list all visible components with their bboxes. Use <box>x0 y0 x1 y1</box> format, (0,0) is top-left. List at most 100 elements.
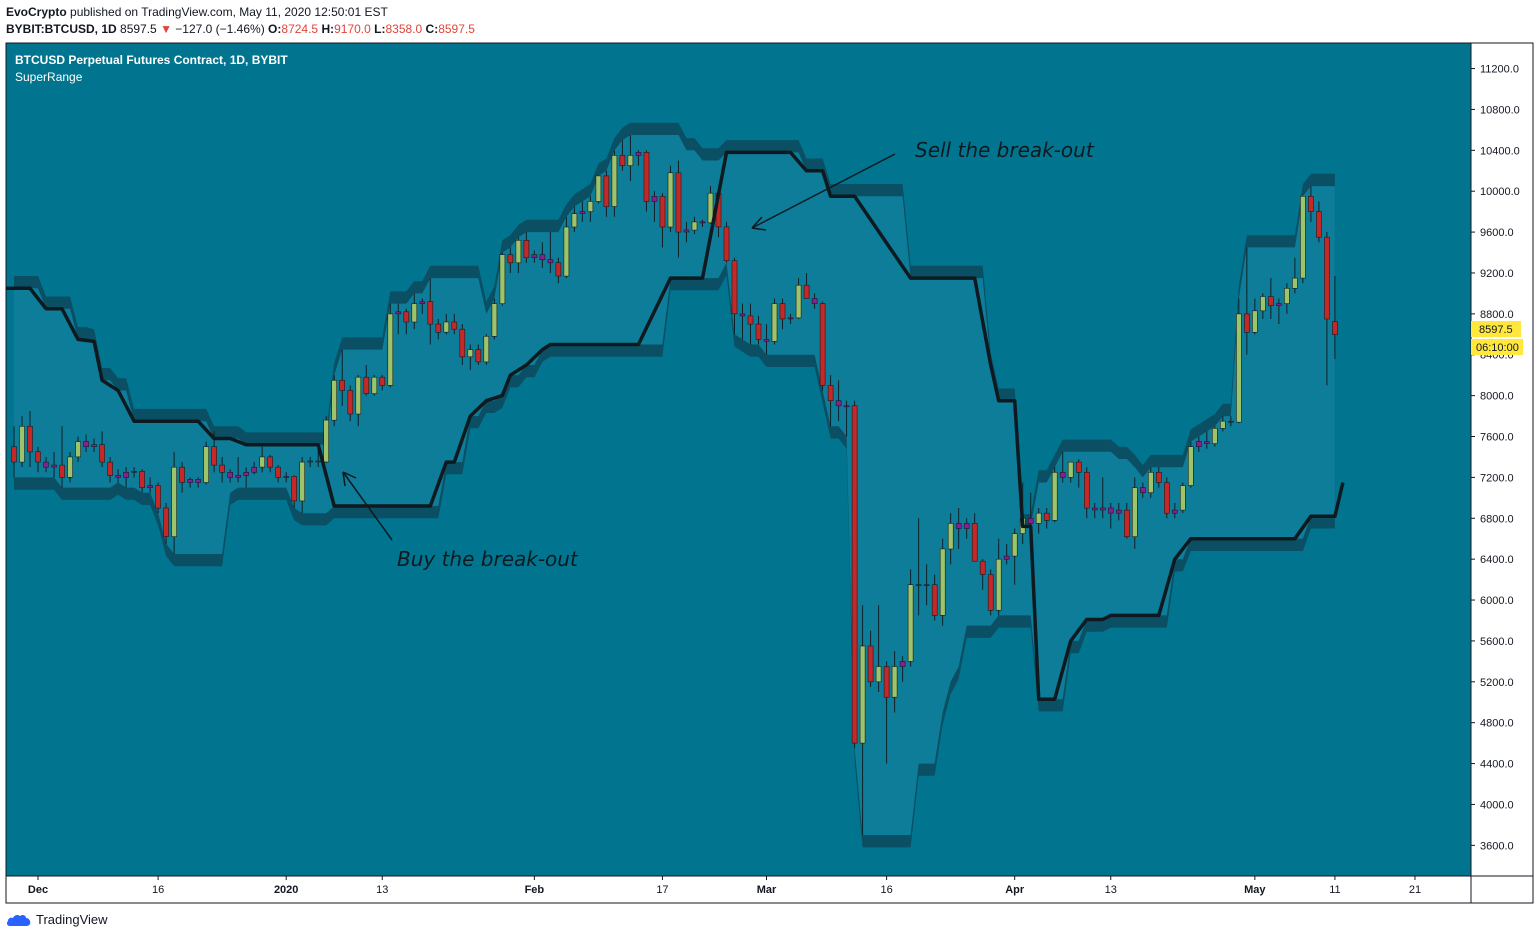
price-tick-label: 10800.0 <box>1480 104 1520 116</box>
tradingview-cloud-icon <box>6 914 31 926</box>
candle-body <box>347 390 354 415</box>
candle-body <box>1252 310 1258 333</box>
candle-body <box>1116 509 1122 514</box>
candle-body <box>787 317 794 320</box>
candle-body <box>35 451 41 463</box>
candle-body <box>611 155 618 207</box>
buy-arrow-head <box>342 471 357 487</box>
candle-body <box>419 301 426 304</box>
candle-body <box>683 229 690 233</box>
indicator-name[interactable]: SuperRange <box>15 70 83 84</box>
candle-body <box>1260 296 1266 312</box>
candle-body <box>59 464 65 478</box>
candle-body <box>267 456 274 468</box>
candle-body <box>819 303 826 386</box>
sell-annotation: Sell the break-out <box>915 138 1095 162</box>
candle-body <box>1332 321 1338 335</box>
bar-countdown-tag <box>1471 339 1523 355</box>
price-tick-label: 10400.0 <box>1480 145 1520 157</box>
candle-body <box>851 405 858 744</box>
candle-body <box>835 400 842 407</box>
candle-body <box>195 479 201 483</box>
candle-body <box>731 260 738 315</box>
candle-body <box>203 446 209 483</box>
candle-body <box>571 213 578 228</box>
close-value: 8597.5 <box>438 22 475 36</box>
candle-body <box>675 172 682 233</box>
candle-body <box>331 379 338 421</box>
time-tick-label: 2020 <box>274 884 298 896</box>
candle-body <box>275 466 282 478</box>
publish-info: EvoCrypto published on TradingView.com, … <box>6 5 388 19</box>
candle-body <box>323 419 330 463</box>
candle-body <box>427 301 434 325</box>
chart-title: BTCUSD Perpetual Futures Contract, 1D, B… <box>15 53 288 67</box>
candle-body <box>443 321 450 333</box>
price-tick-label: 6400.0 <box>1480 554 1514 566</box>
candle-body <box>291 476 298 502</box>
published-text: published on TradingView.com, May 11, 20… <box>70 5 388 19</box>
candle-body <box>755 323 762 340</box>
candle-body <box>1164 482 1170 514</box>
time-tick-label: 13 <box>376 884 388 896</box>
candle-body <box>699 221 706 224</box>
last-price-tag <box>1471 321 1521 337</box>
candles <box>11 134 1338 836</box>
candle-body <box>867 645 874 683</box>
candle-body <box>779 303 786 320</box>
candle-body <box>259 456 266 468</box>
candle-body <box>283 476 290 478</box>
down-arrow-icon: ▼ <box>160 22 172 36</box>
last-price: 8597.5 <box>120 22 157 36</box>
candle-body <box>123 471 129 478</box>
price-tick-label: 8000.0 <box>1480 391 1514 403</box>
candle-body <box>811 298 818 304</box>
time-tick-label: Feb <box>525 884 545 896</box>
footer-brand: TradingView <box>36 912 108 927</box>
tradingview-footer[interactable]: TradingView <box>6 912 108 927</box>
candle-body <box>339 379 346 391</box>
price-tick-label: 5600.0 <box>1480 636 1514 648</box>
candle-body <box>1067 461 1074 478</box>
candle-body <box>739 313 746 317</box>
candle-body <box>1051 471 1058 521</box>
publisher-name[interactable]: EvoCrypto <box>6 5 67 19</box>
candle-body <box>707 192 714 224</box>
time-axis-ticks[interactable]: Dec 16 2020 13 Feb 17 Mar 16 Apr 13 May 11 21 <box>28 876 1421 896</box>
candle-body <box>563 226 570 277</box>
candle-body <box>1180 485 1186 511</box>
candle-body <box>315 460 322 463</box>
price-tick-label: 7600.0 <box>1480 432 1514 444</box>
candle-body <box>1300 196 1306 279</box>
buy-arrow <box>342 471 393 541</box>
candle-body <box>235 474 241 478</box>
candle-body <box>11 446 17 463</box>
time-tick-label: Mar <box>757 884 777 896</box>
candle-body <box>307 460 314 463</box>
superrange-line <box>6 150 1345 701</box>
candle-body <box>163 507 169 537</box>
symbol-name: BYBIT:BTCUSD, 1D <box>6 22 117 36</box>
candle-body <box>1316 211 1322 238</box>
candle-body <box>1324 236 1330 320</box>
candle-body <box>475 349 482 363</box>
candle-body <box>1292 277 1298 289</box>
candle-body <box>27 425 33 453</box>
price-change: −127.0 (−1.46%) <box>175 22 265 36</box>
time-tick-label: Dec <box>28 884 48 896</box>
candle-body <box>1172 509 1178 514</box>
candle-body <box>1108 507 1114 514</box>
candle-body <box>947 523 954 550</box>
price-axis[interactable] <box>1471 43 1533 876</box>
candle-body <box>723 226 730 262</box>
candle-body <box>931 584 938 616</box>
symbol-info-line: BYBIT:BTCUSD, 1D 8597.5 ▼ −127.0 (−1.46%… <box>6 22 475 36</box>
candle-body <box>107 461 113 476</box>
candle-body <box>43 461 49 468</box>
candle-body <box>131 470 137 473</box>
candle-body <box>987 574 994 611</box>
candle-body <box>1059 471 1066 478</box>
candle-body <box>763 339 770 342</box>
candle-body <box>1140 487 1146 494</box>
